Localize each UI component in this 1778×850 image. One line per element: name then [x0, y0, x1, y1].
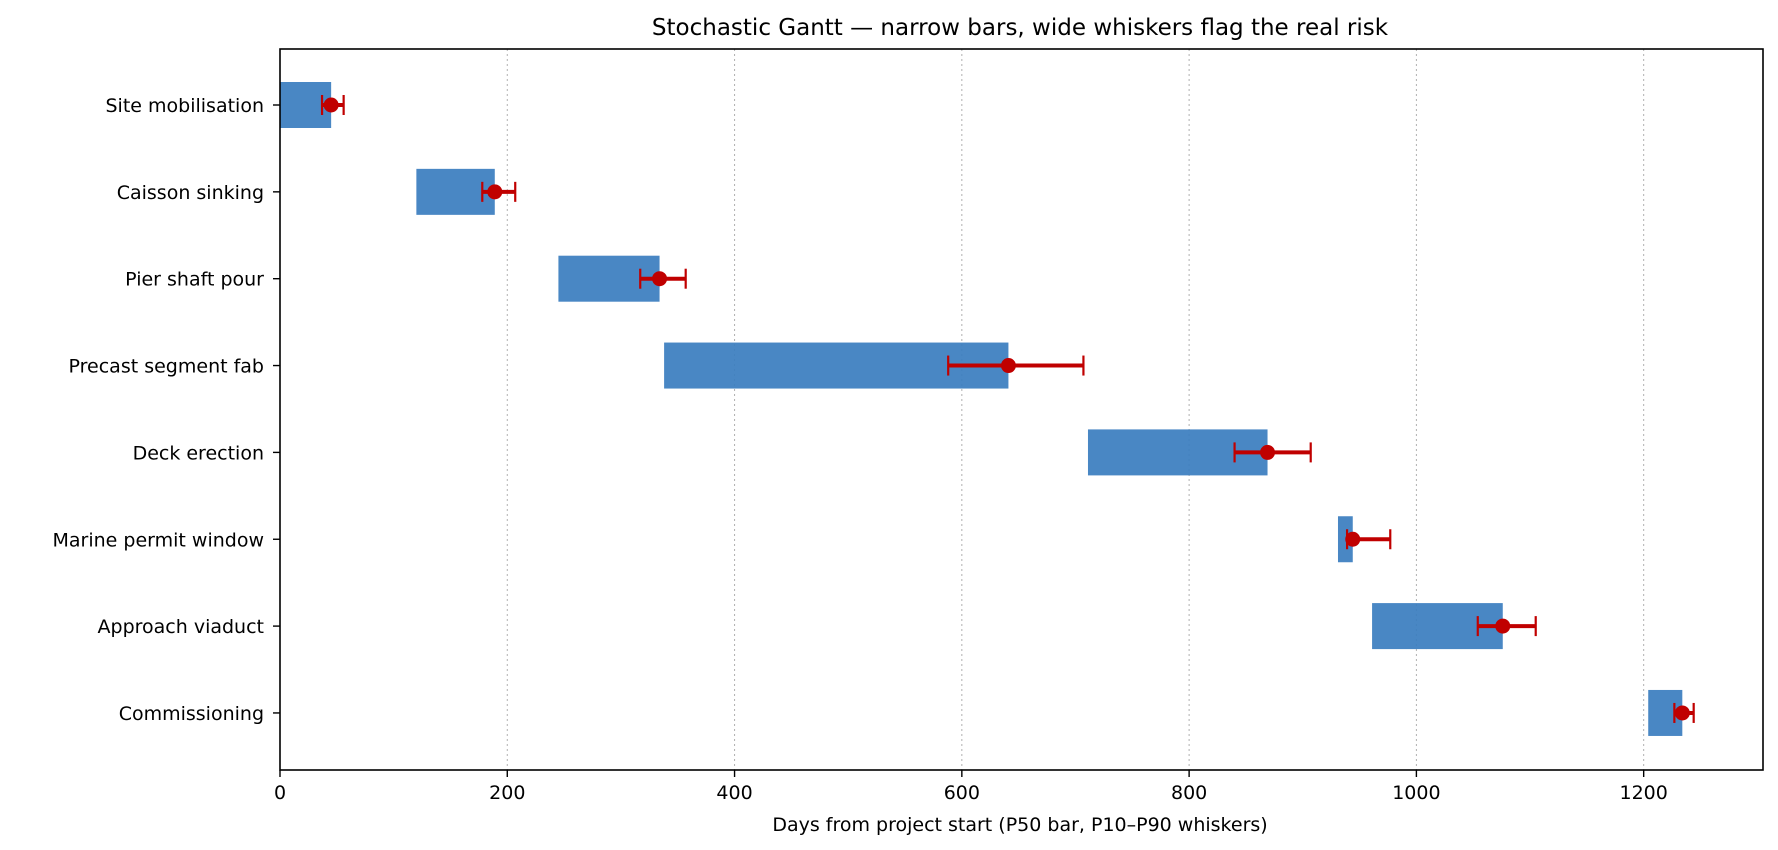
- task-label: Caisson sinking: [117, 182, 264, 204]
- x-tick-label: 600: [944, 782, 980, 804]
- p50-marker: [1495, 619, 1510, 634]
- task-label: Deck erection: [133, 442, 264, 464]
- p50-marker: [324, 98, 339, 113]
- x-axis-ticks: 0 200 400 600 800 1000 1200: [274, 770, 1668, 804]
- x-tick-label: 0: [274, 782, 286, 804]
- x-axis-label: Days from project start (P50 bar, P10–P9…: [772, 814, 1267, 836]
- x-tick-label: 200: [489, 782, 525, 804]
- task-label: Precast segment fab: [69, 356, 264, 378]
- task-label: Marine permit window: [53, 529, 265, 551]
- task-label: Site mobilisation: [106, 95, 265, 117]
- p50-marker: [487, 184, 502, 199]
- grid-lines: [507, 49, 1643, 770]
- bars: [280, 82, 1682, 736]
- task-label: Commissioning: [119, 703, 264, 725]
- p50-marker: [1001, 358, 1016, 373]
- x-tick-label: 1200: [1619, 782, 1667, 804]
- x-tick-label: 800: [1171, 782, 1207, 804]
- task-label: Approach viaduct: [98, 616, 264, 638]
- plot-frame: [280, 49, 1763, 770]
- x-tick-label: 400: [716, 782, 752, 804]
- task-label: Pier shaft pour: [125, 269, 264, 291]
- chart-title: Stochastic Gantt — narrow bars, wide whi…: [652, 15, 1389, 41]
- p50-marker: [1675, 705, 1690, 720]
- p50-marker: [652, 271, 667, 286]
- p50-marker: [1260, 445, 1275, 460]
- x-tick-label: 1000: [1392, 782, 1440, 804]
- y-axis-ticks: Site mobilisation Caisson sinking Pier sha…: [53, 95, 281, 725]
- p50-marker: [1345, 532, 1360, 547]
